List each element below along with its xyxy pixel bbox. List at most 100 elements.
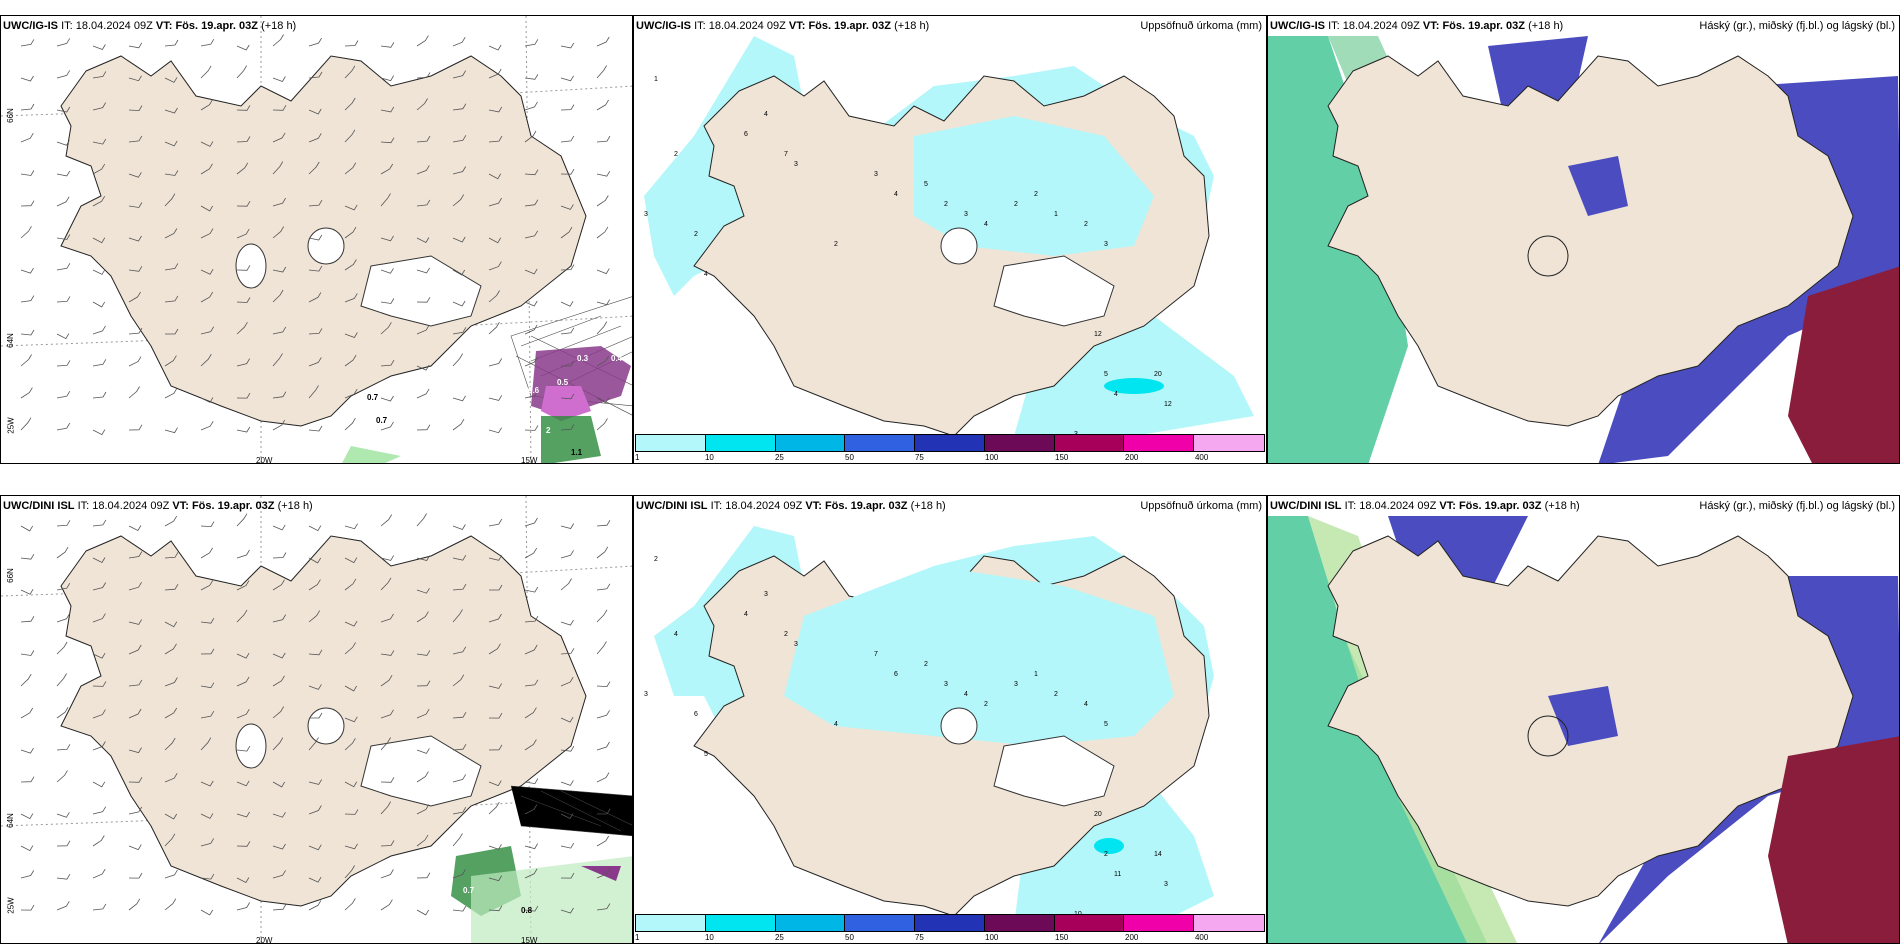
wind-barb <box>380 650 395 656</box>
wind-barb <box>272 391 287 399</box>
wind-barb <box>309 712 323 719</box>
precip-number: 5 <box>1104 371 1108 378</box>
wind-barb <box>272 652 286 659</box>
wind-barb <box>452 609 463 623</box>
wind-barb <box>488 555 503 561</box>
wind-barb <box>344 65 356 79</box>
wind-barb <box>128 424 143 431</box>
wind-barb <box>560 648 575 655</box>
wind-barb <box>200 291 214 303</box>
wind-barb <box>92 868 106 879</box>
wind-barb <box>20 387 33 399</box>
wind-barb <box>524 517 538 527</box>
wind-barb <box>200 38 215 47</box>
glacier <box>235 723 267 769</box>
wind-barb <box>20 329 35 336</box>
wind-barb <box>272 353 283 367</box>
wind-barb <box>416 804 430 815</box>
wind-barb <box>416 909 430 916</box>
precip-number: 2 <box>924 661 928 668</box>
precip-number: 2 <box>694 231 698 238</box>
wind-barb <box>596 519 611 527</box>
wind-barb <box>560 550 574 559</box>
colorbar-swatch <box>705 435 776 451</box>
wind-barb <box>560 780 574 786</box>
wind-barb <box>344 781 358 788</box>
wind-barb <box>272 870 286 879</box>
wind-barb <box>344 865 355 879</box>
wind-barb <box>20 75 34 82</box>
wind-barb <box>200 838 215 847</box>
wind-barb <box>416 98 428 111</box>
precip-title: Uppsöfnuð úrkoma (mm) <box>1140 20 1262 32</box>
wind-barb <box>308 234 323 241</box>
wind-barb <box>560 619 574 626</box>
glacier <box>940 227 978 265</box>
precip-number: 3 <box>644 211 648 218</box>
wind-barb <box>380 555 395 561</box>
wind-barb <box>128 291 141 303</box>
lon-tick: 15W <box>521 936 538 944</box>
wind-barb <box>164 77 178 83</box>
wind-barb <box>488 801 500 815</box>
lon-tick: 20W <box>256 456 273 464</box>
colorbar-tick: 400 <box>1194 933 1209 942</box>
wind-barb <box>128 644 142 655</box>
precip-number: 5 <box>1104 721 1108 728</box>
wind-barb <box>596 609 608 623</box>
colorbar-ticks: 1 10 25 50 75 100 150 200 400 <box>635 453 1265 463</box>
panel-header: UWC/DINI ISL IT: 18.04.2024 09Z VT: Fös.… <box>1270 500 1580 512</box>
colorbar-swatch <box>1054 435 1125 451</box>
wind-barb <box>92 391 107 399</box>
wind-barb <box>452 194 465 207</box>
wind-barb <box>524 804 538 815</box>
wind-barb <box>308 876 322 883</box>
wind-barb <box>272 843 286 850</box>
precip-numbers: 2346543234762342312452014321110 <box>644 556 1168 918</box>
wind-barb <box>236 513 248 527</box>
wind-barb <box>524 868 538 879</box>
wind-barb <box>200 521 215 528</box>
wind-barb <box>416 771 429 783</box>
wind-barb <box>164 193 176 207</box>
wind-barb <box>452 583 467 591</box>
wind-barb <box>488 290 500 303</box>
precip-cyan-patch <box>1094 838 1124 854</box>
wind-barb <box>488 321 500 335</box>
colorbar-tick: 75 <box>914 453 924 462</box>
wind-barb <box>56 390 71 399</box>
wind-barb <box>200 780 214 787</box>
wind-barb <box>452 36 466 47</box>
panel-header: UWC/IG-IS IT: 18.04.2024 09Z VT: Fös. 19… <box>1270 20 1564 32</box>
wind-barb <box>344 388 358 399</box>
wind-barb <box>308 779 323 785</box>
wind-barb <box>128 42 143 49</box>
wind-barb <box>236 549 250 559</box>
precip-map-row2: 2346543234762342312452014321110 <box>644 526 1214 926</box>
wind-barb <box>308 357 322 367</box>
colorbar-swatch <box>705 915 776 931</box>
wind-barb <box>92 138 107 145</box>
wind-barb <box>56 360 71 367</box>
precip-title: Uppsöfnuð úrkoma (mm) <box>1140 500 1262 512</box>
wind-barb <box>524 199 539 207</box>
wind-barb <box>344 40 359 47</box>
wind-barb <box>452 103 467 111</box>
glacier <box>993 255 1115 327</box>
colorbar-tick: 50 <box>845 453 854 462</box>
wind-barb <box>164 170 179 176</box>
wind-barb <box>452 166 467 175</box>
wind-barb <box>488 173 502 180</box>
wind-barb <box>92 557 106 564</box>
precip-number: 3 <box>764 591 768 598</box>
wind-barb <box>128 202 143 208</box>
wind-barb <box>416 555 431 561</box>
wind-barb <box>416 237 430 244</box>
wind-barb <box>164 813 178 820</box>
wind-barb <box>128 75 142 82</box>
wind-barb <box>200 353 212 367</box>
wind-barb <box>200 397 214 403</box>
wind-barb <box>308 610 321 623</box>
colorbar-tick: 10 <box>704 453 714 462</box>
wind-barb <box>128 806 143 815</box>
